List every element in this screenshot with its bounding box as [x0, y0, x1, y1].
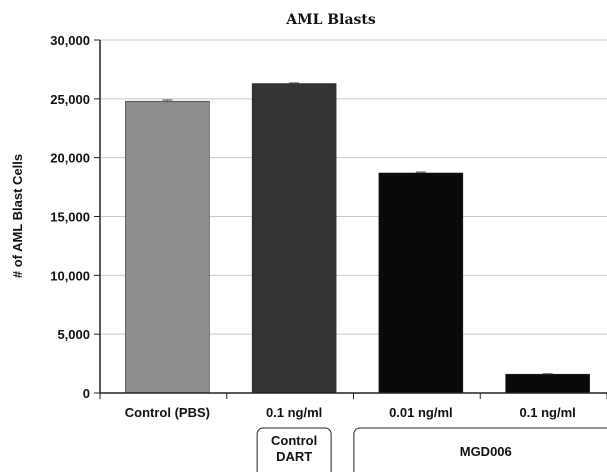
bar: [251, 83, 337, 394]
y-tick-label: 0: [83, 386, 90, 401]
bar: [505, 373, 590, 394]
y-axis: 0 5,000 10,000 15,000 20,000 25,000 30,000: [50, 33, 101, 401]
x-tick-label: 0.1 ng/ml: [519, 405, 575, 420]
y-tick-label: 25,000: [50, 92, 90, 107]
bars: [125, 82, 590, 394]
group-label: MGD006: [460, 444, 512, 459]
group-bracket: [353, 427, 607, 472]
chart-title: AML Blasts: [285, 12, 376, 28]
y-tick-label: 20,000: [50, 151, 90, 166]
bar: [378, 172, 464, 394]
x-tick-label: 0.1 ng/ml: [266, 405, 322, 420]
y-tick-label: 30,000: [50, 33, 90, 48]
y-axis-label: # of AML Blast Cells: [10, 154, 25, 278]
y-tick-label: 15,000: [50, 210, 90, 225]
bar: [125, 100, 210, 394]
group-label: Control: [271, 433, 317, 448]
group-label: DART: [276, 449, 312, 464]
x-tick-label: Control (PBS): [125, 405, 210, 420]
y-tick-label: 10,000: [50, 268, 90, 283]
group-bracket: [256, 427, 332, 472]
x-tick-label: 0.01 ng/ml: [389, 405, 453, 420]
x-axis: Control (PBS) 0.1 ng/ml 0.01 ng/ml 0.1 ng/m…: [99, 392, 607, 420]
y-tick-label: 5,000: [57, 327, 90, 342]
